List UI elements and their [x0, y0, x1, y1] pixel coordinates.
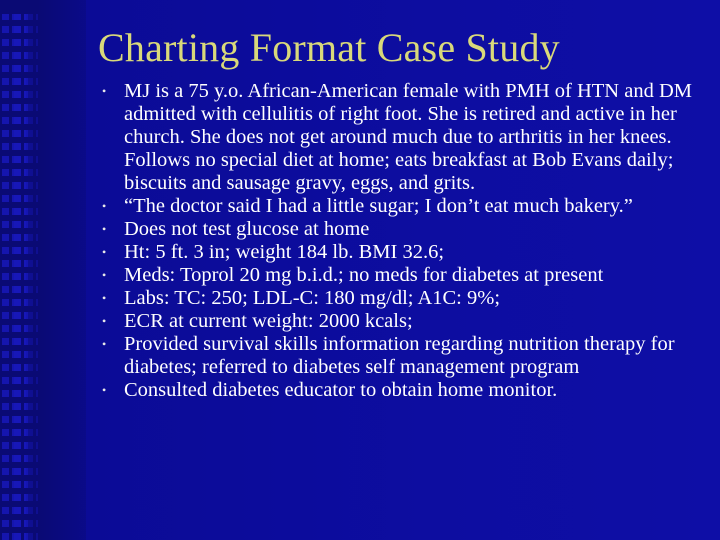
bullet-item-consult: • Consulted diabetes educator to obtain …: [100, 379, 700, 402]
bullet-dot-icon: •: [102, 337, 107, 351]
strip-gradient: [38, 0, 86, 540]
bullet-item-anthropometrics: • Ht: 5 ft. 3 in; weight 184 lb. BMI 32.…: [100, 241, 700, 264]
slide-title: Charting Format Case Study: [98, 25, 560, 70]
bullet-dot-icon: •: [102, 291, 107, 305]
bullet-text: Does not test glucose at home: [124, 218, 370, 240]
bullet-item-patient-quote: • “The doctor said I had a little sugar;…: [100, 195, 700, 218]
bullet-dot-icon: •: [102, 222, 107, 236]
bullet-text: Meds: Toprol 20 mg b.i.d.; no meds for d…: [124, 264, 604, 286]
bullet-item-patient-history: • MJ is a 75 y.o. African-American femal…: [100, 80, 700, 195]
bullet-text: ECR at current weight: 2000 kcals;: [124, 310, 413, 332]
bullet-text: Labs: TC: 250; LDL-C: 180 mg/dl; A1C: 9%…: [124, 287, 501, 309]
bullet-item-energy-requirement: • ECR at current weight: 2000 kcals;: [100, 310, 700, 333]
bullet-text: “The doctor said I had a little sugar; I…: [124, 195, 633, 217]
bullet-item-glucose-testing: • Does not test glucose at home: [100, 218, 700, 241]
bullet-dot-icon: •: [102, 314, 107, 328]
bullet-text: MJ is a 75 y.o. African-American female …: [124, 80, 692, 194]
bullet-list: • MJ is a 75 y.o. African-American femal…: [100, 80, 700, 402]
bullet-item-labs: • Labs: TC: 250; LDL-C: 180 mg/dl; A1C: …: [100, 287, 700, 310]
bullet-text: Ht: 5 ft. 3 in; weight 184 lb. BMI 32.6;: [124, 241, 445, 263]
bullet-dot-icon: •: [102, 268, 107, 282]
bullet-text: Consulted diabetes educator to obtain ho…: [124, 379, 558, 401]
bullet-dot-icon: •: [102, 84, 107, 98]
bullet-item-intervention: • Provided survival skills information r…: [100, 333, 700, 379]
decorative-side-strip: [0, 0, 86, 540]
square-pattern-mask: [0, 0, 40, 540]
bullet-dot-icon: •: [102, 383, 107, 397]
bullet-dot-icon: •: [102, 199, 107, 213]
bullet-dot-icon: •: [102, 245, 107, 259]
bullet-text: Provided survival skills information reg…: [124, 333, 675, 378]
bullet-item-medications: • Meds: Toprol 20 mg b.i.d.; no meds for…: [100, 264, 700, 287]
